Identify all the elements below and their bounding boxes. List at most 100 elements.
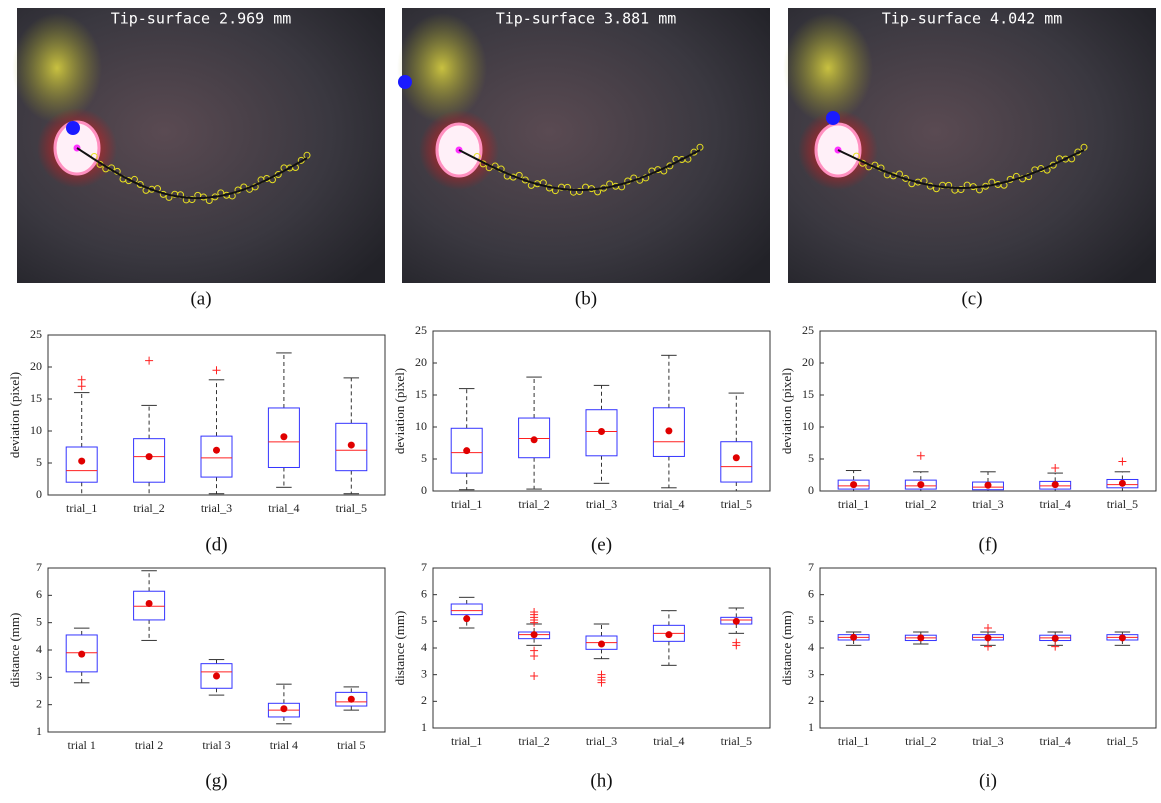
x-tick-label: trial_3 — [972, 734, 1003, 748]
y-tick-label: 7 — [36, 560, 42, 574]
caption: (i) — [979, 770, 997, 791]
outlier — [984, 642, 992, 651]
outlier — [1118, 457, 1127, 466]
y-axis-label: distance (mm) — [392, 611, 407, 686]
mean — [530, 631, 538, 639]
y-tick-label: 10 — [30, 423, 42, 437]
outlier — [145, 356, 154, 365]
x-tick-label: trial 4 — [270, 738, 298, 752]
x-tick-label: trial 1 — [68, 738, 96, 752]
box — [720, 441, 753, 483]
mean — [530, 436, 538, 444]
y-tick-label: 25 — [30, 327, 42, 341]
blue-marker — [826, 111, 840, 125]
yellow-glow — [783, 13, 873, 123]
y-tick-label: 0 — [808, 483, 814, 497]
y-tick-label: 15 — [415, 387, 427, 401]
mean — [463, 615, 471, 623]
y-tick-label: 1 — [808, 720, 814, 734]
x-tick-label: trial 2 — [135, 738, 163, 752]
x-tick-label: trial_1 — [451, 497, 482, 511]
caption: (d) — [205, 534, 227, 555]
mean — [665, 427, 673, 435]
y-tick-label: 5 — [421, 451, 427, 465]
box — [133, 438, 166, 483]
mean — [850, 481, 858, 489]
x-tick-label: trial_1 — [451, 734, 482, 748]
box — [65, 634, 98, 673]
blue-marker — [66, 121, 80, 135]
y-tick-label: 4 — [808, 640, 814, 654]
mean — [917, 481, 925, 489]
mean — [732, 617, 740, 625]
x-tick-label: trial 3 — [202, 738, 230, 752]
y-tick-label: 5 — [421, 613, 427, 627]
x-tick-label: trial_5 — [721, 497, 752, 511]
y-tick-label: 10 — [415, 419, 427, 433]
outlier — [77, 375, 86, 384]
y-tick-label: 1 — [421, 720, 427, 734]
x-tick-label: trial_4 — [653, 734, 684, 748]
y-tick-label: 5 — [36, 614, 42, 628]
y-tick-label: 3 — [808, 666, 814, 680]
outlier — [984, 624, 992, 632]
box — [1106, 478, 1139, 489]
caption: (a) — [190, 288, 211, 309]
mean — [78, 457, 86, 465]
overlay-label: Tip-surface 3.881 mm — [496, 10, 677, 28]
y-tick-label: 4 — [36, 642, 42, 656]
outlier — [1051, 463, 1060, 472]
x-tick-label: trial_2 — [905, 497, 936, 511]
x-tick-label: trial_2 — [518, 734, 549, 748]
x-tick-label: trial_1 — [66, 501, 97, 515]
box — [200, 435, 233, 478]
mean — [1051, 634, 1059, 642]
mean — [78, 650, 86, 658]
box — [585, 409, 618, 457]
outlier — [916, 451, 925, 460]
mean — [1118, 479, 1126, 487]
caption: (b) — [575, 288, 597, 309]
y-tick-label: 6 — [808, 586, 814, 600]
y-tick-label: 20 — [30, 359, 42, 373]
trajectory-point — [576, 188, 583, 196]
box — [518, 417, 551, 459]
y-tick-label: 3 — [421, 666, 427, 680]
mean — [598, 640, 605, 648]
plot-frame — [47, 567, 386, 733]
box — [652, 407, 685, 457]
mean — [347, 695, 355, 703]
y-tick-label: 25 — [802, 323, 814, 337]
y-tick-label: 5 — [36, 455, 42, 469]
box — [335, 691, 368, 707]
outlier — [1051, 642, 1060, 651]
y-tick-label: 5 — [808, 613, 814, 627]
overlay-label: Tip-surface 4.042 mm — [882, 10, 1063, 28]
mean — [917, 634, 925, 642]
mean — [145, 453, 153, 461]
mean — [984, 481, 992, 489]
x-tick-label: trial_4 — [1040, 497, 1071, 511]
box — [133, 590, 166, 621]
box — [200, 663, 233, 689]
y-axis-label: distance (mm) — [7, 613, 22, 688]
box — [450, 427, 483, 474]
mean — [145, 600, 153, 608]
mean — [1051, 481, 1059, 489]
plot-frame — [47, 334, 386, 496]
box — [65, 446, 98, 483]
y-tick-label: 10 — [802, 419, 814, 433]
y-tick-label: 4 — [421, 640, 427, 654]
x-tick-label: trial_3 — [201, 501, 232, 515]
overlay-label: Tip-surface 2.969 mm — [111, 10, 292, 28]
y-tick-label: 3 — [36, 669, 42, 683]
box — [335, 422, 368, 472]
mean — [347, 441, 355, 449]
y-tick-label: 7 — [808, 560, 814, 574]
yellow-glow — [397, 13, 487, 123]
caption: (g) — [205, 770, 227, 791]
x-tick-label: trial_3 — [586, 734, 617, 748]
mean — [732, 454, 740, 462]
y-tick-label: 6 — [421, 586, 427, 600]
